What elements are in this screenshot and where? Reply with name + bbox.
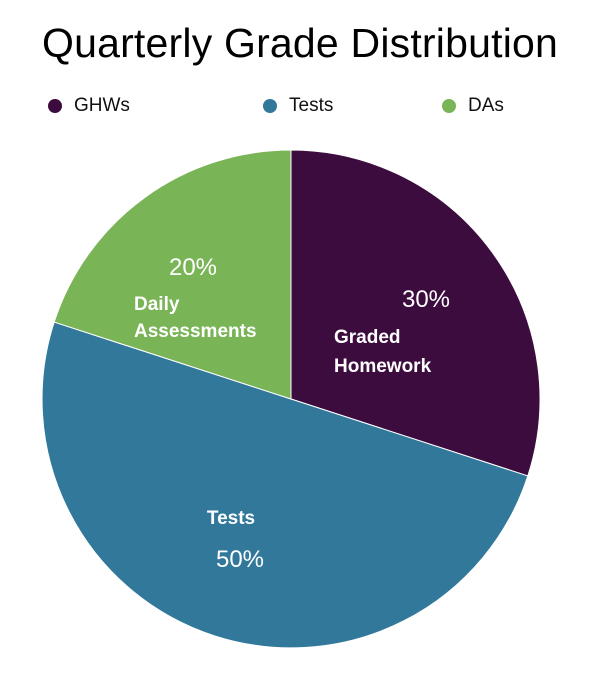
legend-swatch-das [442,99,456,113]
pie-label-name-ghws-1: Homework [334,356,432,377]
pie-label-name-tests-0: Tests [207,508,255,529]
legend-swatch-tests [263,99,277,113]
pie-label-pct-das: 20% [169,254,217,281]
pie-label-pct-ghws: 30% [402,286,450,313]
legend-label-das: DAs [468,95,504,116]
legend-item-das: DAs [442,93,504,119]
pie-labels: 30%Graded Homework 50% Tests 20% Daily Assessm… [134,254,450,573]
legend-swatch-ghws [48,99,62,113]
pie-label-name-das-1: Assessments [134,321,257,342]
legend-item-tests: Tests [263,93,333,119]
legend-label-tests: Tests [289,95,334,116]
pie-label-pct-tests: 50% [216,546,264,573]
pie-slice-tests [41,321,529,649]
chart-legend: GHWs Tests DAs [0,93,600,119]
pie-slice-das [53,149,292,400]
pie-label-name-das-0: Daily [134,294,180,315]
legend-label-ghws: GHWs [74,95,130,116]
pie-label-name-ghws-0: Graded [334,327,401,348]
legend-item-ghws: GHWs [48,93,130,119]
pie-slice-ghws [290,149,541,477]
pie-slices [41,149,541,649]
chart-title: Quarterly Grade Distribution [41,20,559,66]
